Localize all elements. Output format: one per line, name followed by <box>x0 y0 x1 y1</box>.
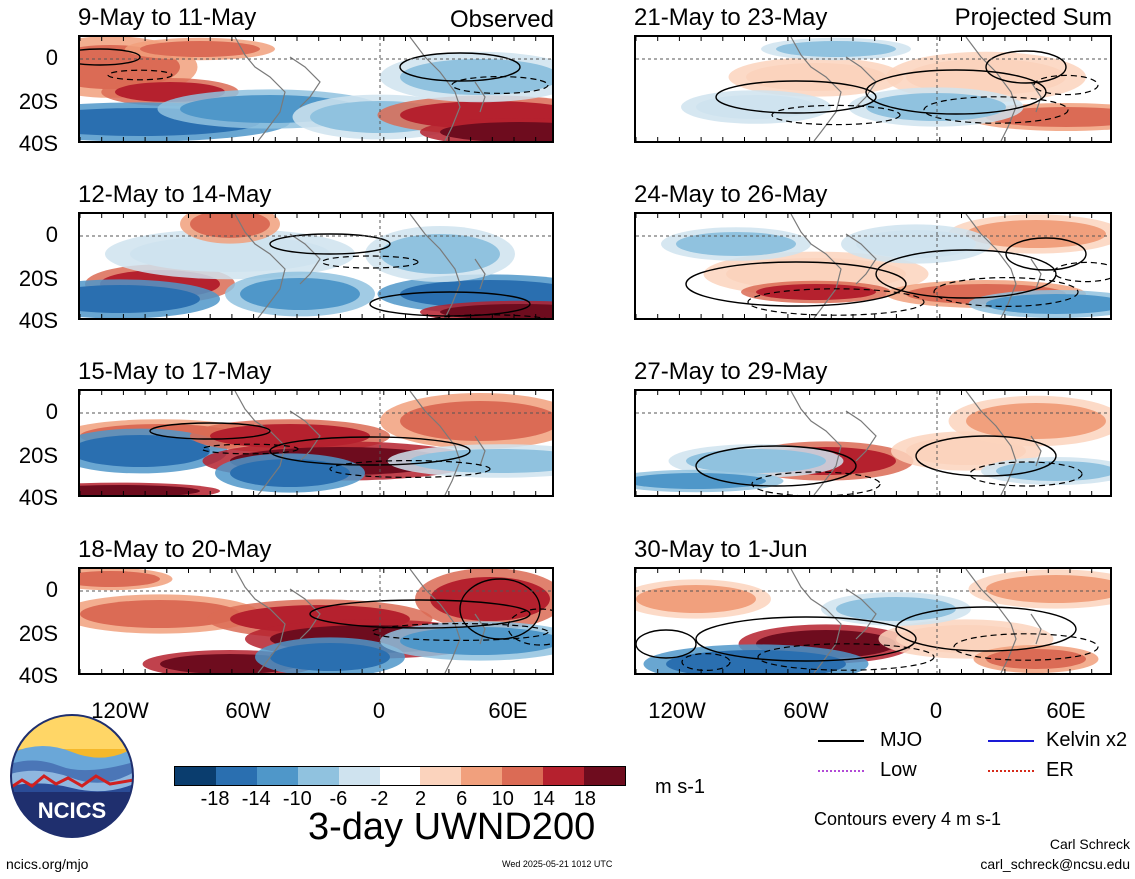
lat-label: 40S <box>18 663 58 688</box>
colorbar-swatch <box>502 767 544 785</box>
map-field <box>636 569 1110 673</box>
map-panel <box>78 212 554 320</box>
map-panel <box>634 567 1112 675</box>
map-field <box>80 391 552 495</box>
timestamp: Wed 2025-05-21 1012 UTC <box>502 859 613 869</box>
lat-label: 20S <box>18 89 58 114</box>
er-line-sample <box>988 770 1034 772</box>
colorbar-tick-label: 10 <box>491 788 514 810</box>
legend-kelvin: Kelvin x2 <box>1046 729 1128 751</box>
colorbar-tick-label: -10 <box>282 788 312 810</box>
colorbar-tick-label: -14 <box>241 788 271 810</box>
colorbar-swatch <box>215 767 257 785</box>
contour-note: Contours every 4 m s-1 <box>814 809 1002 829</box>
colorbar-swatch <box>379 767 421 785</box>
low-line-sample <box>818 770 864 772</box>
colorbar-swatch <box>297 767 339 785</box>
lon-label: 60E <box>488 698 528 723</box>
lat-label: 0 <box>45 577 58 602</box>
kelvin-line-sample <box>988 740 1034 742</box>
colorbar-tick-label: 6 <box>456 788 468 810</box>
lat-label: 40S <box>18 308 58 333</box>
colorbar-tick-label: -6 <box>329 788 348 810</box>
author-email[interactable]: carl_schreck@ncsu.edu <box>980 856 1130 872</box>
mjo-line-sample <box>818 740 864 742</box>
lon-label: 60W <box>225 698 271 723</box>
colorbar-swatch <box>543 767 585 785</box>
legend-low: Low <box>880 759 917 781</box>
map-field <box>80 569 552 673</box>
colorbar-swatch <box>338 767 380 785</box>
colorbar-units: m s-1 <box>655 776 705 798</box>
lat-label: 20S <box>18 621 58 646</box>
lat-label: 0 <box>45 45 58 70</box>
lat-label: 20S <box>18 443 58 468</box>
colorbar-swatch <box>420 767 462 785</box>
panel-title: 9-May to 11-May <box>78 4 257 31</box>
map-panel <box>634 35 1112 143</box>
lat-label: 20S <box>18 266 58 291</box>
colorbar-swatch <box>584 767 625 785</box>
lon-label: 120W <box>648 698 706 723</box>
lat-label: 0 <box>45 399 58 424</box>
panel-title: 27-May to 29-May <box>634 358 828 385</box>
panel-title: 21-May to 23-May <box>634 4 828 31</box>
map-panel <box>634 212 1112 320</box>
colorbar-tick-label: 14 <box>532 788 555 810</box>
lat-label: 40S <box>18 485 58 510</box>
map-panel <box>634 389 1112 497</box>
map-field <box>80 37 552 141</box>
map-field <box>80 214 552 318</box>
colorbar-swatch <box>175 767 216 785</box>
panel-title: 18-May to 20-May <box>78 536 272 563</box>
lon-label: 60E <box>1046 698 1086 723</box>
colorbar-tick-label: 2 <box>414 788 427 810</box>
panel-title: 12-May to 14-May <box>78 181 272 208</box>
ncics-logo: NCICS <box>10 714 134 838</box>
map-field <box>636 214 1110 318</box>
panel-title: 30-May to 1-Jun <box>634 536 808 563</box>
legend-mjo: MJO <box>880 729 923 751</box>
map-field <box>636 37 1110 141</box>
lon-label: 0 <box>372 698 386 723</box>
colorbar-tick-label: -18 <box>200 788 230 810</box>
colorbar <box>174 766 626 786</box>
colorbar-swatch <box>461 767 503 785</box>
lon-label: 120W <box>91 698 149 723</box>
panel-title: 15-May to 17-May <box>78 358 272 385</box>
projected-sum-label: Projected Sum <box>954 4 1112 31</box>
observed-label: Observed <box>449 6 554 33</box>
main-title: 3-day UWND200 <box>308 806 596 848</box>
map-panel <box>78 35 554 143</box>
author: Carl Schreck <box>1049 836 1130 852</box>
map-panel <box>78 389 554 497</box>
lat-label: 0 <box>45 222 58 247</box>
panel-title: 24-May to 26-May <box>634 181 828 208</box>
colorbar-tick-label: 18 <box>573 788 597 810</box>
lat-label: 40S <box>18 131 58 156</box>
legend-er: ER <box>1046 759 1074 781</box>
map-field <box>636 391 1110 495</box>
colorbar-swatch <box>256 767 298 785</box>
map-panel <box>78 567 554 675</box>
lon-label: 0 <box>929 698 943 723</box>
lon-label: 60W <box>783 698 829 723</box>
colorbar-tick-label: -2 <box>370 788 389 810</box>
logo-text: NCICS <box>38 798 106 823</box>
source-url[interactable]: ncics.org/mjo <box>6 856 89 872</box>
